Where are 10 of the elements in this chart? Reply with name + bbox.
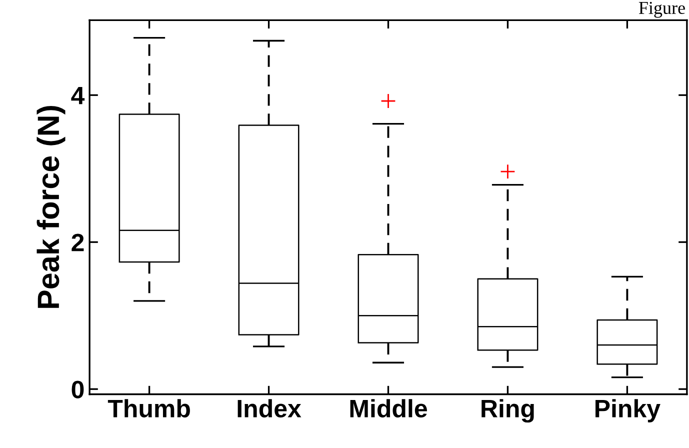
y-tick-label: 0 xyxy=(72,380,84,398)
y-tick-label: 2 xyxy=(72,234,84,252)
x-tick-label: Ring xyxy=(482,399,534,423)
x-tick-label: Thumb xyxy=(108,399,190,418)
x-tick-label: Middle xyxy=(350,399,427,418)
y-axis-title: Peak force (N) xyxy=(36,106,66,308)
text: Figure xyxy=(638,2,685,18)
x-tick-label: Pinky xyxy=(596,399,660,422)
x-tick-label: Index xyxy=(238,399,302,418)
y-tick-label: 4 xyxy=(71,86,85,104)
